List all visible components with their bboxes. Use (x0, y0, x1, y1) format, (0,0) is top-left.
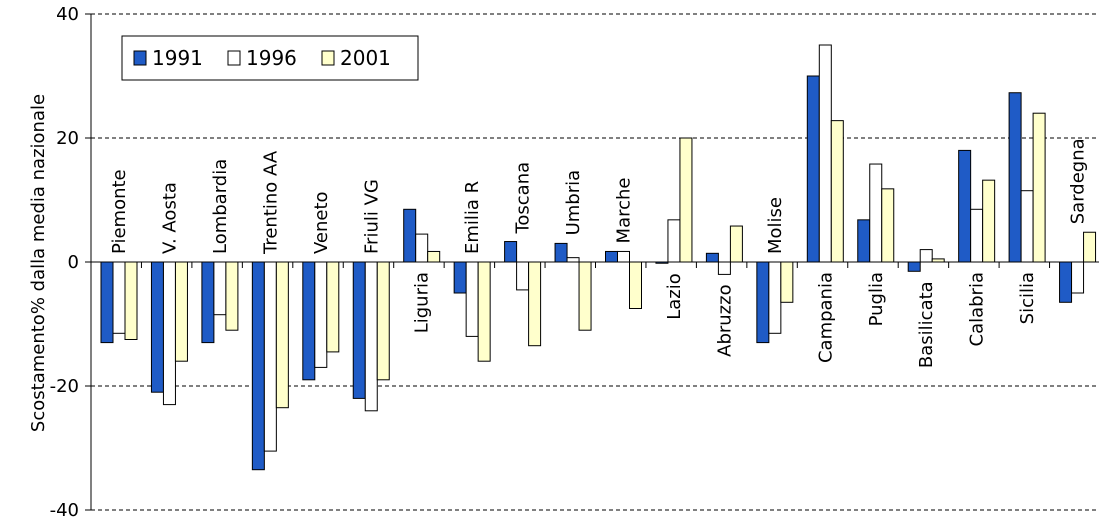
legend-swatch (227, 50, 241, 66)
legend-box (121, 35, 419, 81)
bars (100, 44, 1097, 471)
bar-1991 (756, 261, 770, 344)
bar-1991 (352, 261, 366, 399)
bar-1991 (251, 261, 265, 471)
bar-2001 (477, 261, 491, 362)
legend-label: 2001 (340, 46, 391, 70)
bar-1996 (869, 163, 883, 263)
category-label: Friuli VG (361, 179, 382, 254)
bar-1991 (907, 261, 921, 272)
bar-2001 (830, 120, 844, 263)
y-tick-label: 0 (68, 252, 79, 273)
bar-2001 (225, 261, 239, 331)
bar-1996 (970, 208, 984, 263)
bar-1996 (112, 261, 126, 334)
bar-1996 (465, 261, 479, 337)
category-label: Emilia R (462, 181, 483, 254)
y-tick-label: 20 (56, 128, 79, 149)
bar-1996 (364, 261, 378, 412)
category-label: V. Aosta (159, 182, 180, 254)
category-labels: Piemonte V. Aosta Lombardia Trentino AA Vene… (109, 138, 1089, 368)
category-label: Piemonte (109, 169, 130, 254)
bar-1996 (717, 261, 731, 275)
bar-1996 (617, 250, 630, 263)
bar-2001 (124, 261, 138, 340)
bar-2001 (780, 261, 794, 303)
bar-1996 (667, 219, 681, 263)
bar-1996 (415, 233, 429, 263)
category-label: Calabria (967, 272, 988, 347)
legend-label: 1996 (246, 46, 297, 70)
bar-2001 (629, 261, 642, 309)
bar-1991 (1008, 92, 1022, 263)
bar-2001 (1083, 231, 1097, 263)
category-label: Toscana (513, 162, 534, 235)
bar-1991 (958, 149, 972, 263)
bar-1996 (566, 257, 580, 263)
category-label: Umbria (563, 170, 584, 236)
y-tick-label: 40 (56, 4, 79, 25)
bar-2001 (275, 261, 289, 409)
bar-2001 (881, 188, 895, 263)
category-label: Puglia (866, 272, 887, 326)
bar-1996 (516, 261, 530, 291)
legend: 1991 1996 2001 (121, 35, 419, 81)
bar-2001 (326, 261, 340, 353)
bar-1991 (806, 75, 820, 263)
legend-swatch (321, 50, 335, 66)
category-label: Marche (614, 178, 635, 244)
bar-1996 (314, 261, 328, 368)
bar-2001 (1032, 112, 1046, 263)
category-label: Molise (765, 197, 786, 254)
y-tick-label: -40 (50, 500, 79, 521)
bar-2001 (982, 179, 996, 263)
bar-1996 (768, 261, 782, 334)
category-label: Trentino AA (260, 150, 281, 255)
bar-1996 (1020, 190, 1034, 263)
bar-1991 (302, 261, 316, 381)
bar-1991 (201, 261, 215, 344)
y-tick-label: -20 (50, 376, 79, 397)
bar-1996 (1071, 261, 1085, 294)
category-label: Campania (815, 272, 836, 363)
legend-label: 1991 (152, 46, 203, 70)
category-label: Liguria (412, 272, 433, 333)
category-label: Sicilia (1017, 272, 1038, 324)
bar-1996 (213, 261, 227, 316)
bar-2001 (427, 250, 441, 263)
bar-1996 (162, 261, 176, 406)
bar-1996 (919, 249, 933, 263)
bar-2001 (376, 261, 390, 381)
y-axis-title: Scostamento% dalla media nazionale (28, 94, 49, 432)
bar-1991 (554, 242, 568, 263)
bar-1996 (818, 44, 832, 263)
bar-2001 (528, 261, 542, 347)
bar-2001 (578, 261, 592, 331)
category-label: Veneto (311, 191, 332, 254)
category-label: Abruzzo (714, 284, 735, 356)
bar-2001 (729, 225, 743, 263)
legend-swatch (133, 50, 147, 66)
bar-1991 (504, 241, 518, 263)
bar-1991 (100, 261, 114, 344)
bar-1991 (857, 219, 871, 263)
bar-1991 (403, 208, 417, 263)
bar-2001 (679, 137, 693, 263)
bar-1991 (605, 250, 618, 263)
bar-1991 (1059, 261, 1073, 303)
category-label: Lombardia (210, 159, 231, 254)
y-tick-labels: -40 -20 0 20 40 (50, 4, 79, 521)
bar-1991 (705, 252, 719, 263)
category-label: Basilicata (916, 281, 937, 368)
bar-2001 (174, 261, 188, 362)
category-label: Sardegna (1068, 138, 1089, 224)
bar-1996 (263, 261, 277, 452)
bar-1991 (150, 261, 164, 393)
axes (85, 13, 1099, 511)
bar-1991 (453, 261, 467, 294)
category-label: Lazio (664, 273, 685, 320)
